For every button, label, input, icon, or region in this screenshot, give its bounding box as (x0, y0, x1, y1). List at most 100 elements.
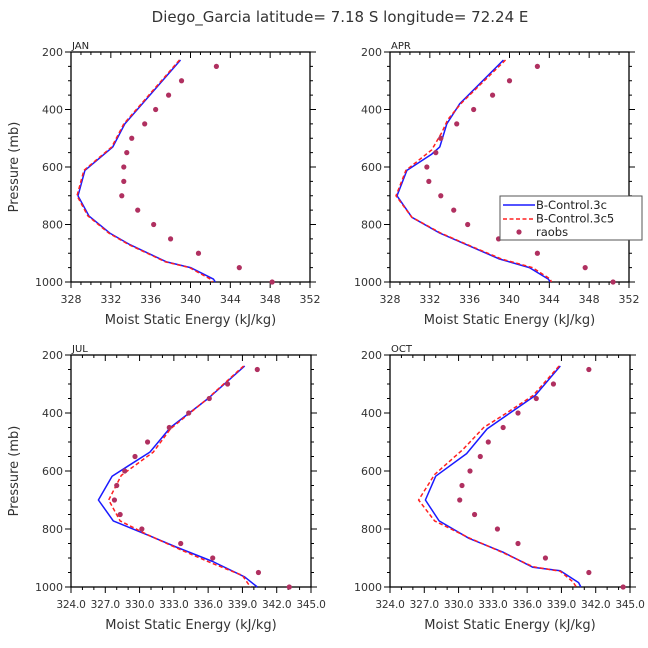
x-tick-label: 332 (100, 293, 121, 306)
raob-point (195, 250, 202, 256)
series-b-control-3c5-line (417, 365, 577, 588)
y-axis-label: Pressure (mb) (7, 122, 22, 213)
raob-point (135, 207, 141, 213)
raob-point (167, 236, 174, 242)
raob-point (424, 164, 430, 170)
x-tick-label: 336.0 (512, 599, 542, 611)
raob-point (620, 584, 626, 590)
panel-jan: 200 400 600 800 1000 328 332 336 340 344 348 352 Moi… (7, 41, 321, 328)
raob-point (210, 555, 216, 561)
x-tick-label: 324.0 (375, 599, 405, 611)
raob-point (122, 468, 128, 474)
raob-point (114, 482, 120, 489)
raob-point (124, 150, 130, 156)
raob-point (465, 221, 471, 228)
x-tick-label: 330.0 (444, 599, 474, 611)
panel-apr: 200 400 600 800 1000 328 332 336 340 344 348 352 Moi… (354, 41, 640, 328)
raobs-markers (457, 366, 626, 590)
raob-point (213, 63, 219, 69)
raob-point (119, 193, 125, 199)
y-tick-label: 600 (361, 161, 382, 174)
y-tick-label: 1000 (35, 581, 63, 594)
raob-point (534, 250, 540, 256)
raob-point (467, 468, 473, 474)
raobs-markers (111, 366, 292, 590)
raob-point (494, 526, 501, 532)
raob-point (121, 178, 127, 184)
y-tick-label: 400 (42, 104, 63, 117)
plot-frame (389, 354, 631, 588)
raob-point (451, 207, 457, 213)
x-axis-label: Moist Static Energy (kJ/kg) (424, 313, 595, 328)
plot-frame (70, 51, 311, 283)
x-tick-label: 339.0 (228, 599, 258, 611)
raob-point (139, 526, 145, 532)
raob-point (433, 150, 439, 156)
raob-point (178, 540, 184, 547)
x-tick-label: 348 (579, 293, 600, 306)
x-tick-label: 342.0 (581, 599, 611, 611)
x-tick-label: 345.0 (296, 599, 326, 611)
y-tick-label: 600 (42, 465, 63, 478)
y-tick-label: 200 (42, 349, 63, 362)
y-tick-label: 200 (361, 349, 382, 362)
legend-entry-label: B-Control.3c (536, 198, 607, 212)
y-tick-label: 400 (42, 407, 63, 420)
raob-point (166, 424, 172, 431)
panel-label: APR (391, 41, 411, 52)
figure-title: Diego_Garcia latitude= 7.18 S longitude=… (152, 8, 529, 27)
y-tick-label: 400 (361, 104, 382, 117)
y-tick-label: 800 (361, 523, 382, 536)
panel-jul: 200 400 600 800 1000 324.0 327.0 330.0 333.0 336.… (7, 344, 326, 633)
raobs-markers (424, 63, 616, 285)
x-tick-label: 344 (220, 293, 241, 306)
y-tick-label: 1000 (354, 276, 382, 289)
raob-point (454, 121, 460, 127)
x-tick-label: 352 (300, 293, 321, 306)
x-tick-label: 324.0 (56, 599, 86, 611)
raob-point (144, 439, 151, 445)
panel-label: JAN (71, 41, 89, 52)
series-b-control-3c5-line (395, 59, 553, 283)
raob-point (178, 78, 185, 84)
x-tick-label: 330.0 (125, 599, 155, 611)
x-tick-label: 333.0 (159, 599, 189, 611)
x-tick-label: 340 (499, 293, 520, 306)
raob-point (457, 497, 463, 503)
raob-point (515, 410, 521, 416)
raob-point (610, 279, 616, 285)
series-b-control-3c5-line (76, 59, 214, 283)
raob-point (438, 193, 444, 199)
raob-point (254, 366, 260, 373)
x-tick-label: 345.0 (615, 599, 645, 611)
series-b-control-3c-line (77, 59, 217, 283)
x-tick-label: 339.0 (547, 599, 577, 611)
raob-point (586, 366, 592, 373)
raob-point (582, 265, 588, 271)
raob-point (153, 106, 159, 113)
x-tick-label: 336 (459, 293, 480, 306)
raob-point (489, 92, 496, 98)
raob-point (117, 511, 123, 518)
x-axis-label: Moist Static Energy (kJ/kg) (105, 618, 276, 633)
x-tick-label: 352 (619, 293, 640, 306)
raob-point (224, 381, 231, 387)
legend-box (499, 195, 643, 241)
y-axis-label: Pressure (mb) (7, 426, 22, 517)
x-axis-label: Moist Static Energy (kJ/kg) (424, 618, 595, 633)
raob-point (471, 511, 478, 518)
y-tick-label: 800 (42, 219, 63, 232)
y-tick-label: 200 (42, 46, 63, 59)
x-tick-label: 327.0 (91, 599, 121, 611)
legend-entry-label: B-Control.3c5 (536, 212, 614, 226)
x-tick-label: 342.0 (262, 599, 292, 611)
raob-point (269, 279, 275, 285)
raob-point (121, 164, 127, 170)
raob-point (142, 121, 148, 127)
raob-point (471, 106, 477, 113)
y-tick-label: 400 (361, 407, 382, 420)
y-tick-label: 1000 (354, 581, 382, 594)
x-axis-label: Moist Static Energy (kJ/kg) (105, 313, 276, 328)
